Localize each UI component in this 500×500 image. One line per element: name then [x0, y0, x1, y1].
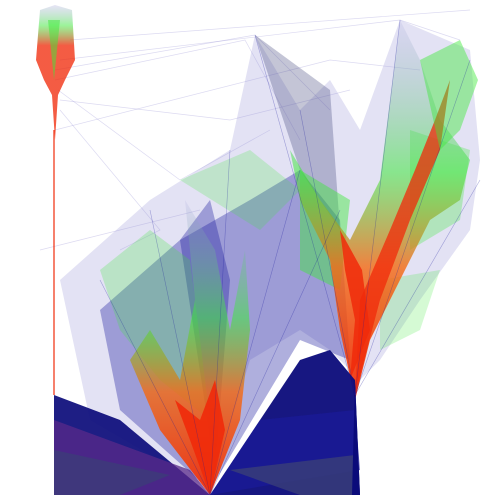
right-fan [290, 20, 478, 400]
fan-lines [99, 19, 481, 496]
left-stem [36, 5, 75, 395]
bottom-blue-mass [54, 350, 360, 495]
center-fan [130, 200, 250, 495]
